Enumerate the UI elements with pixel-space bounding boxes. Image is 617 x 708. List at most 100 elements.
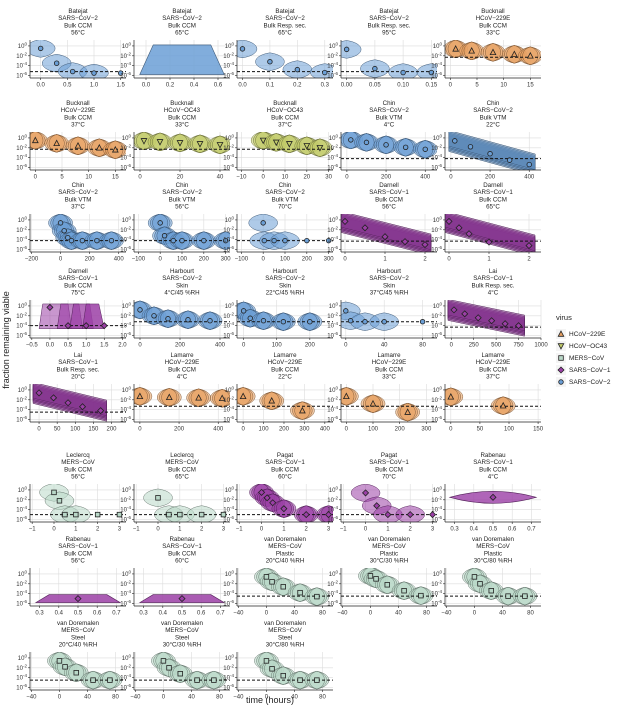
y-tick-exponent: 0	[128, 385, 131, 390]
x-tick-label: 0.2	[293, 83, 302, 89]
panel-title-line: Plastic	[276, 550, 294, 557]
y-tick-label: 100	[18, 569, 28, 578]
data-point	[56, 498, 63, 504]
y-tick-label: 10-6	[120, 683, 131, 692]
panel-title-line: Bulk CCM	[271, 366, 299, 373]
data-point	[372, 65, 378, 72]
data-point	[474, 314, 482, 322]
data-point	[90, 677, 96, 683]
y-tick-label: 10-4	[431, 321, 442, 330]
panel-title-line: HCoV−229E	[372, 359, 407, 366]
data-point	[165, 393, 173, 401]
data-point	[177, 671, 183, 677]
y-tick-label: 10-2	[223, 143, 234, 152]
data-point	[418, 592, 424, 599]
y-tick-base: 10	[225, 218, 232, 224]
panel-title-line: 56°C	[382, 204, 396, 211]
data-point	[487, 151, 493, 157]
panel-plot-area	[341, 568, 437, 605]
data-point	[506, 157, 513, 163]
x-tick-label: 0	[265, 695, 269, 701]
y-tick-base: 10	[431, 398, 438, 404]
y-tick-base: 10	[327, 166, 334, 172]
x-tick-label: 0	[343, 257, 347, 263]
x-tick-label: 0.3	[139, 611, 148, 617]
y-tick-label: 10-4	[431, 153, 442, 162]
data-point	[404, 408, 412, 415]
y-tick-exponent: -4	[334, 405, 338, 410]
y-tick-base: 10	[225, 488, 232, 494]
data-point	[342, 392, 350, 400]
data-point	[166, 665, 172, 671]
panel-title-line: Skin	[176, 282, 189, 289]
data-point	[324, 511, 333, 519]
violin	[237, 40, 258, 59]
y-tick-exponent: -6	[334, 163, 338, 168]
legend-marker	[558, 379, 564, 385]
y-tick-exponent: -2	[23, 51, 27, 56]
x-tick-label: 0.3	[35, 611, 44, 617]
y-tick-exponent: -6	[230, 599, 234, 604]
y-tick-base: 10	[223, 676, 230, 682]
y-tick-base: 10	[327, 74, 334, 80]
panel-plot-area	[30, 303, 126, 330]
panel-title-line: Harbourt	[273, 268, 297, 275]
x-tick-label: 2	[305, 527, 309, 533]
panel-title-line: 22°C	[486, 122, 500, 129]
x-tick-label: 0.4	[55, 611, 64, 617]
data-point	[151, 313, 157, 319]
y-tick-label: 100	[122, 485, 132, 494]
panel-title-line: Bulk CCM	[375, 466, 403, 473]
y-tick-base: 10	[223, 334, 230, 340]
y-tick-exponent: 0	[231, 653, 234, 658]
y-tick-base: 10	[223, 518, 230, 524]
x-tick-label: −40	[26, 695, 37, 701]
panel-plot-area	[134, 387, 230, 408]
y-tick-label: 100	[329, 215, 339, 224]
y-tick-base: 10	[223, 166, 230, 172]
data-point	[363, 139, 370, 146]
data-point	[94, 237, 100, 244]
y-tick-base: 10	[223, 582, 230, 588]
data-point	[421, 241, 429, 249]
y-tick-base: 10	[16, 314, 23, 320]
data-point	[373, 502, 381, 510]
panel-title-line: Bucknall	[170, 100, 193, 107]
x-tick-label: 100	[368, 427, 379, 433]
panel-title-line: Bulk CCM	[479, 466, 507, 473]
x-tick-label: 0.05	[369, 83, 381, 89]
data-point	[467, 144, 474, 150]
panel-title-line: MERS−CoV	[165, 627, 199, 634]
x-tick-label: 80	[423, 611, 430, 617]
y-tick-base: 10	[329, 44, 336, 50]
y-tick-label: 10-2	[431, 311, 442, 320]
y-tick-base: 10	[122, 656, 129, 662]
y-tick-base: 10	[431, 314, 438, 320]
y-tick-exponent: 0	[439, 385, 442, 390]
x-tick-label: 0	[447, 257, 451, 263]
panel-title-line: MERS−CoV	[268, 543, 302, 550]
x-tick-label: 2	[200, 527, 204, 533]
data-point	[348, 137, 354, 143]
y-tick-label: 100	[329, 485, 339, 494]
panel-title-line: 33°C	[175, 122, 189, 129]
panel-title-line: Lamarre	[481, 352, 505, 359]
y-tick-label: 100	[18, 385, 28, 394]
y-tick-exponent: 0	[128, 133, 131, 138]
y-tick-base: 10	[327, 64, 334, 70]
y-tick-label: 10-6	[431, 331, 442, 340]
y-tick-label: 10-2	[120, 663, 131, 672]
y-tick-exponent: 0	[128, 215, 131, 220]
y-tick-exponent: 0	[439, 215, 442, 220]
panel-title-line: 65°C	[486, 204, 500, 211]
y-tick-label: 100	[18, 133, 28, 142]
y-tick-exponent: -6	[230, 163, 234, 168]
data-point	[322, 69, 328, 76]
x-tick-label: 80	[216, 695, 223, 701]
y-tick-exponent: -6	[23, 599, 27, 604]
data-point	[239, 392, 247, 400]
data-point	[280, 319, 287, 325]
